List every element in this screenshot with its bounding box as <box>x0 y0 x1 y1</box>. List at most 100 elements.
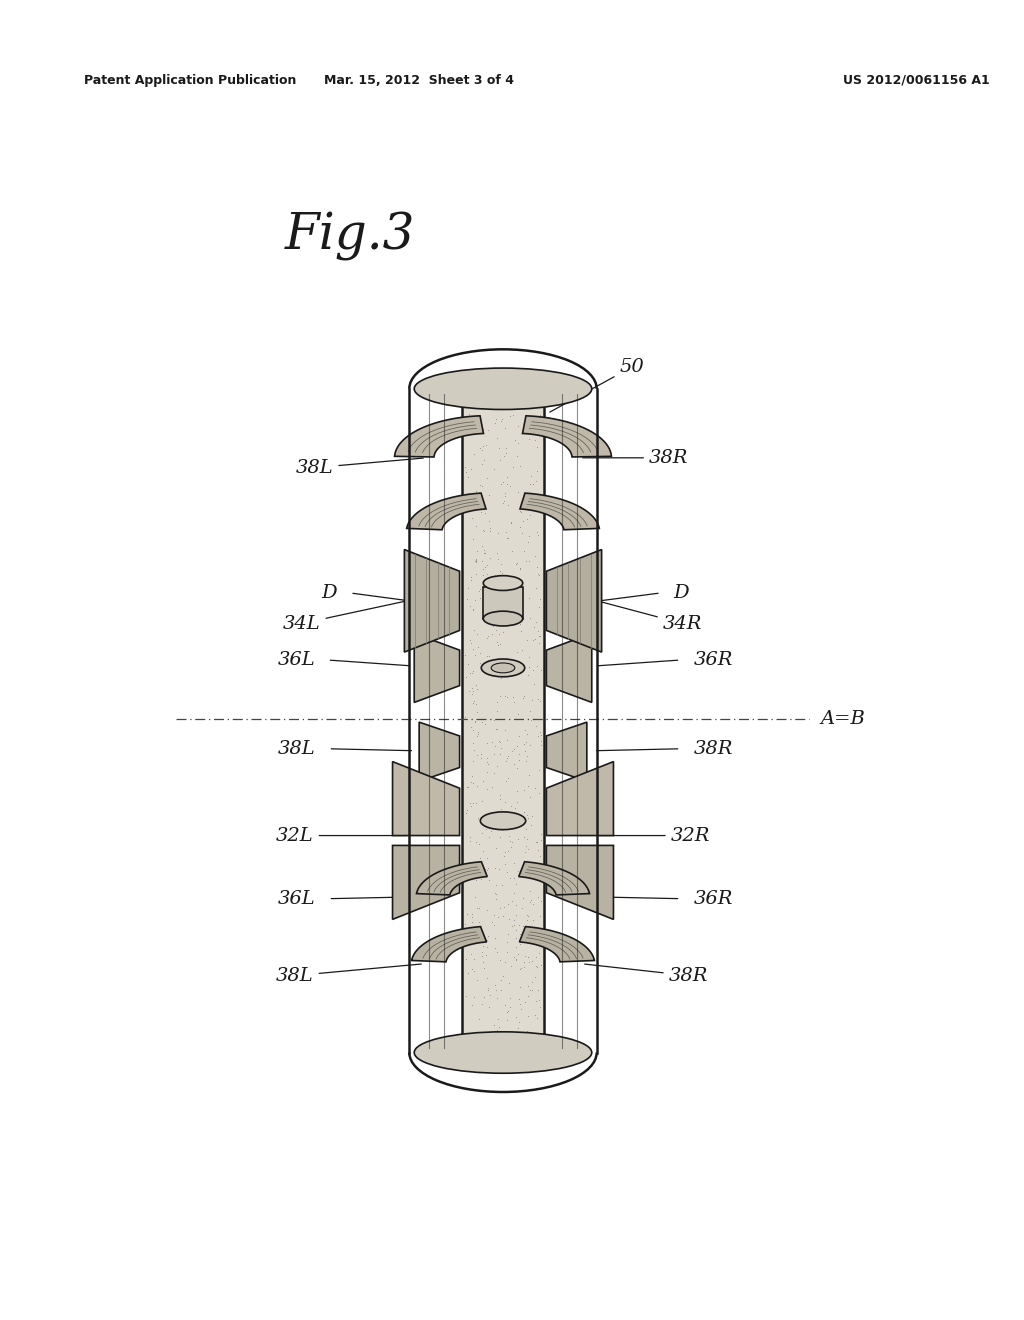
Point <box>468 516 484 537</box>
Point <box>480 420 497 441</box>
Point <box>495 906 511 927</box>
Point <box>475 418 492 440</box>
Point <box>517 929 534 950</box>
Point <box>519 630 536 651</box>
Point <box>460 422 476 444</box>
Point <box>497 486 513 507</box>
Point <box>489 523 506 544</box>
Polygon shape <box>547 634 592 702</box>
Point <box>464 1027 480 1048</box>
Point <box>529 564 546 585</box>
Point <box>461 403 477 424</box>
Point <box>495 471 511 492</box>
Point <box>457 706 473 727</box>
Point <box>499 932 515 953</box>
Point <box>458 985 474 1006</box>
Point <box>464 681 480 702</box>
Polygon shape <box>392 845 460 920</box>
Point <box>463 566 479 587</box>
Point <box>480 858 497 879</box>
Point <box>502 987 518 1008</box>
Point <box>493 979 509 1001</box>
Point <box>499 466 515 487</box>
Point <box>527 777 544 799</box>
Point <box>506 909 522 931</box>
Point <box>488 700 505 721</box>
Point <box>488 837 505 858</box>
Text: 34L: 34L <box>283 599 414 632</box>
Point <box>518 744 535 766</box>
Point <box>499 438 515 459</box>
Point <box>519 508 536 529</box>
Point <box>517 945 534 966</box>
Point <box>463 796 479 817</box>
Text: A=B: A=B <box>820 710 865 729</box>
Point <box>480 752 497 774</box>
Point <box>468 550 484 572</box>
Point <box>459 422 475 444</box>
Point <box>515 540 531 561</box>
Point <box>497 483 513 504</box>
Point <box>498 770 514 791</box>
Point <box>526 545 543 566</box>
Point <box>475 587 492 609</box>
Point <box>499 941 515 962</box>
Point <box>523 979 540 1001</box>
Point <box>512 958 528 979</box>
Point <box>519 804 536 825</box>
Point <box>509 552 525 573</box>
Point <box>495 587 511 609</box>
Point <box>520 1006 537 1027</box>
Point <box>521 700 538 721</box>
Point <box>488 631 505 652</box>
Point <box>468 675 484 696</box>
Point <box>528 832 545 853</box>
Point <box>515 801 531 822</box>
Point <box>487 409 504 430</box>
Point <box>487 718 504 739</box>
Point <box>488 875 505 896</box>
Point <box>531 760 548 781</box>
Point <box>490 907 507 928</box>
Point <box>469 623 485 644</box>
Point <box>530 525 547 546</box>
Polygon shape <box>520 494 599 529</box>
Point <box>499 474 515 495</box>
Point <box>468 693 484 714</box>
Point <box>476 450 493 471</box>
Point <box>511 743 527 764</box>
Point <box>493 949 509 970</box>
Point <box>531 490 548 511</box>
Point <box>471 475 487 496</box>
Point <box>517 991 534 1012</box>
Point <box>460 482 476 503</box>
Point <box>505 598 521 619</box>
Point <box>527 956 544 977</box>
Point <box>522 892 539 913</box>
Point <box>532 869 549 890</box>
Point <box>487 928 504 949</box>
Point <box>508 919 524 940</box>
Point <box>528 991 545 1012</box>
Point <box>462 830 478 851</box>
Point <box>508 758 524 779</box>
Point <box>467 480 483 502</box>
Point <box>477 502 494 523</box>
Point <box>484 776 501 797</box>
Polygon shape <box>404 549 460 652</box>
Point <box>529 840 546 861</box>
Text: 36L: 36L <box>278 651 315 669</box>
Point <box>490 859 507 880</box>
Point <box>488 979 505 1001</box>
Point <box>505 457 521 478</box>
Point <box>466 444 482 465</box>
Point <box>519 723 536 744</box>
Point <box>496 492 512 513</box>
Point <box>523 710 540 731</box>
Point <box>464 906 480 927</box>
Point <box>514 640 530 661</box>
Point <box>513 389 529 411</box>
Point <box>485 763 502 784</box>
Point <box>492 561 508 582</box>
Point <box>469 1028 485 1049</box>
